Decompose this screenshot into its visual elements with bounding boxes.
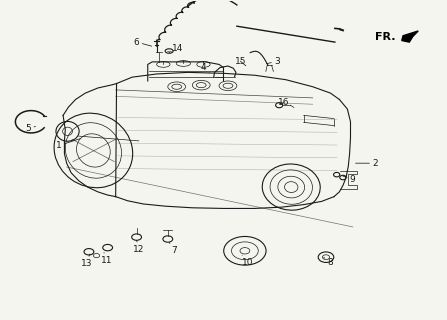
Text: 4: 4 bbox=[201, 63, 209, 73]
Text: FR.: FR. bbox=[375, 32, 395, 42]
Text: 14: 14 bbox=[169, 44, 184, 53]
Text: 15: 15 bbox=[235, 57, 246, 66]
Text: 1: 1 bbox=[56, 139, 80, 150]
Text: 8: 8 bbox=[324, 257, 333, 267]
Text: 16: 16 bbox=[278, 98, 289, 107]
Text: 7: 7 bbox=[169, 243, 177, 255]
Text: 6: 6 bbox=[134, 38, 152, 47]
Text: 10: 10 bbox=[242, 255, 254, 267]
Text: 12: 12 bbox=[133, 240, 144, 254]
Polygon shape bbox=[402, 31, 418, 42]
Text: 5: 5 bbox=[25, 124, 35, 132]
Text: 9: 9 bbox=[343, 175, 356, 184]
Text: 11: 11 bbox=[101, 252, 112, 265]
Text: 3: 3 bbox=[266, 57, 280, 66]
Text: 2: 2 bbox=[355, 159, 378, 168]
Text: 13: 13 bbox=[81, 254, 93, 268]
